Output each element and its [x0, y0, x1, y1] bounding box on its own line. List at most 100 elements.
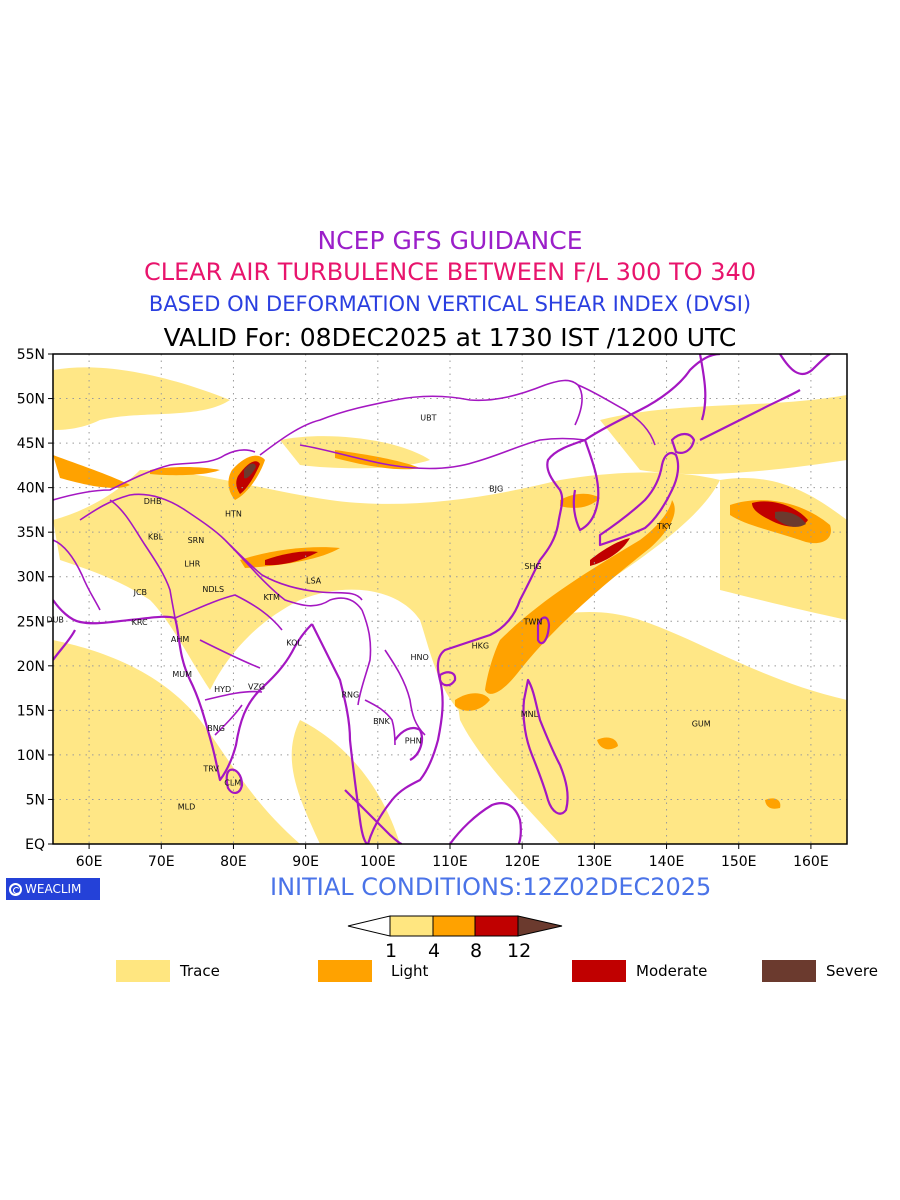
lat-tick-label: 5N: [26, 792, 45, 808]
borneo: [449, 802, 522, 844]
city-label-dub: DUB: [46, 615, 64, 624]
city-label-tky: TKY: [656, 522, 672, 531]
longitude-ticks: 60E 70E 80E 90E 100E 110E 120E 130E 140E 150E 160E: [76, 844, 829, 870]
city-label-ubt: UBT: [420, 413, 436, 422]
colorbar-label-4: 4: [428, 940, 441, 962]
lat-tick-label: 15N: [17, 703, 45, 719]
graticule: [53, 354, 847, 844]
thailand-border: [364, 699, 396, 746]
city-label-vzg: VZG: [248, 682, 265, 691]
legend-label-severe: Severe: [826, 962, 878, 980]
city-label-trv: TRV: [202, 764, 219, 773]
lat-tick-label: 20N: [17, 659, 45, 675]
lat-tick-label: 45N: [17, 436, 45, 452]
sri-lanka: [225, 768, 244, 794]
city-label-srn: SRN: [188, 536, 205, 545]
colorbar-severe-arrow: [517, 915, 563, 937]
china-india-border: [229, 544, 363, 601]
city-label-jcb: JCB: [133, 588, 147, 597]
lon-tick-label: 130E: [577, 854, 613, 870]
city-label-rng: RNG: [342, 690, 360, 699]
sakhalin: [698, 354, 707, 421]
myanmar-border: [357, 609, 372, 706]
lon-tick-label: 70E: [148, 854, 175, 870]
legend-swatch-trace: [116, 960, 170, 982]
city-label-shg: SHG: [524, 562, 541, 571]
legend-label-light: Light: [391, 962, 429, 980]
legend-swatch-light: [318, 960, 372, 982]
lon-tick-label: 160E: [793, 854, 829, 870]
city-label-krc: KRC: [132, 618, 148, 627]
city-label-ndls: NDLS: [202, 585, 224, 594]
latitude-ticks: EQ 5N 10N 15N 20N 25N 30N 35N 40N 45N 50N 55N: [17, 347, 53, 853]
legend-swatch-severe: [762, 960, 816, 982]
city-label-kbl: KBL: [148, 533, 164, 542]
hainan: [438, 671, 457, 687]
legend-swatch-moderate: [572, 960, 626, 982]
city-label-mld: MLD: [178, 803, 196, 812]
lat-tick-label: 10N: [17, 748, 45, 764]
map-subtitle: CLEAR AIR TURBULENCE BETWEEN F/L 300 TO …: [143, 258, 757, 286]
city-label-htn: HTN: [225, 509, 242, 518]
city-label-hno: HNO: [411, 653, 429, 662]
lat-tick-label: 35N: [17, 525, 45, 541]
map-title: NCEP GFS GUIDANCE: [317, 226, 583, 255]
colorbar-moderate: [474, 915, 519, 937]
arabian-coast: [53, 599, 176, 625]
china-north-coast: [546, 438, 586, 526]
city-label-lhr: LHR: [184, 559, 200, 568]
city-label-phn: PHN: [405, 737, 422, 746]
bay-of-bengal-east: [311, 623, 369, 844]
legend-label-moderate: Moderate: [636, 962, 708, 980]
lon-tick-label: 120E: [504, 854, 540, 870]
weaclim-logo-text: WEACLIM: [25, 882, 82, 896]
valid-time: VALID For: 08DEC2025 at 1730 IST /1200 U…: [163, 323, 737, 352]
city-label-clm: CLM: [224, 779, 241, 788]
city-label-mum: MUM: [172, 670, 192, 679]
initial-conditions: INITIAL CONDITIONS:12Z02DEC2025: [270, 873, 712, 901]
indochina-coast: [366, 524, 560, 844]
pakistan-border: [109, 499, 176, 619]
colorbar-label-1: 1: [385, 940, 398, 962]
city-labels: UBT BJG HTN DHB KBL SRN LHR TKY SHG LSA JCB NDLS KTM…: [46, 413, 710, 811]
lat-tick-label: 40N: [17, 481, 45, 497]
kuril-arc: [699, 389, 801, 441]
oman-coast: [53, 629, 76, 661]
city-label-lsa: LSA: [306, 576, 322, 585]
colorbar-label-8: 8: [470, 940, 483, 962]
city-label-gum: GUM: [692, 720, 711, 729]
colorbar: [347, 915, 563, 937]
afghanistan-border: [79, 493, 226, 541]
russia-far-east: [584, 354, 721, 441]
taiwan: [536, 616, 551, 645]
lat-tick-label: 25N: [17, 614, 45, 630]
lon-tick-label: 80E: [220, 854, 247, 870]
lon-tick-label: 150E: [721, 854, 757, 870]
sumatra: [344, 789, 403, 844]
colorbar-label-12: 12: [507, 940, 532, 962]
lat-tick-label: 30N: [17, 570, 45, 586]
iran-border: [53, 539, 101, 611]
india-coast: [173, 617, 313, 782]
city-label-hkg: HKG: [472, 641, 489, 650]
korea: [572, 439, 600, 532]
lon-tick-label: 110E: [432, 854, 468, 870]
lat-tick-label: 50N: [17, 392, 45, 408]
colorbar-low-arrow: [347, 915, 391, 937]
city-label-ahm: AHM: [171, 635, 189, 644]
city-label-bjg: BJG: [489, 485, 503, 494]
map-index-description: BASED ON DEFORMATION VERTICAL SHEAR INDE…: [148, 292, 752, 316]
city-label-hyd: HYD: [214, 685, 231, 694]
mongolia-border: [259, 379, 583, 456]
lon-tick-label: 60E: [76, 854, 103, 870]
central-asia-border: [53, 449, 256, 501]
city-label-bng: BNG: [207, 724, 225, 733]
kamchatka: [779, 354, 831, 376]
lat-tick-label: EQ: [25, 837, 45, 853]
legend-label-trace: Trace: [180, 962, 220, 980]
russia-china-border: [577, 384, 656, 446]
japan: [598, 451, 680, 547]
city-label-ktm: KTM: [263, 593, 280, 602]
city-label-dhb: DHB: [144, 497, 162, 506]
city-label-bnk: BNK: [373, 717, 390, 726]
